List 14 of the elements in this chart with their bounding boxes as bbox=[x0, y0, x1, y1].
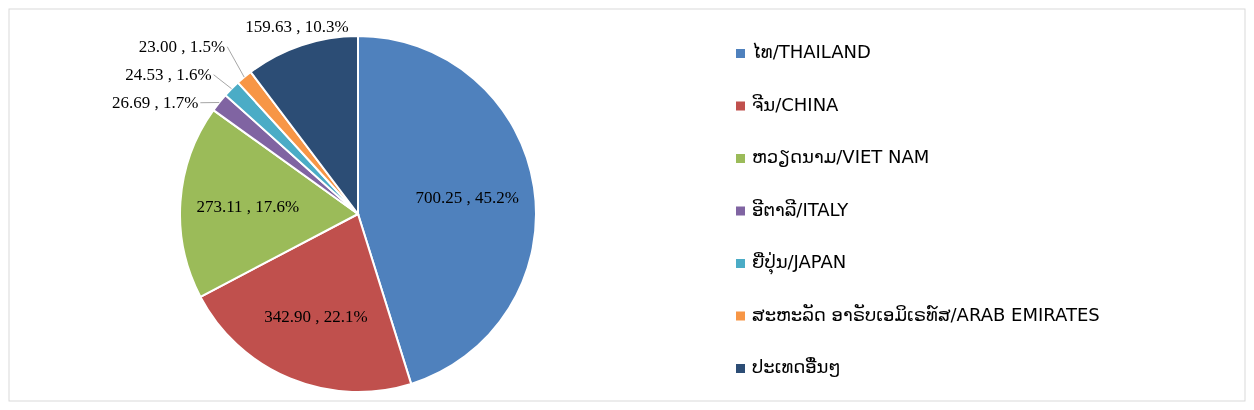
data-label: 159.63 , 10.3% bbox=[245, 16, 349, 36]
data-label: 342.90 , 22.1% bbox=[264, 307, 368, 326]
legend-label: ອີຕາລີ/ITALY bbox=[752, 198, 850, 220]
data-label: 24.53 , 1.6% bbox=[125, 64, 212, 84]
legend-label: ຫວຽດນາມ/VIET NAM bbox=[752, 146, 930, 167]
data-label: 23.00 , 1.5% bbox=[138, 36, 226, 56]
data-label: 26.69 , 1.7% bbox=[111, 92, 199, 112]
legend-label: ສະຫະລັດ ອາຣັບເອມິເຣທ໌ສ/ARAB EMIRATES bbox=[752, 303, 1100, 325]
legend-label: ໄທ/THAILAND bbox=[752, 41, 871, 62]
data-label: 700.25 , 45.2% bbox=[415, 188, 519, 208]
legend-label: ຍີ່ປຸ່ນ/JAPAN bbox=[752, 250, 847, 275]
legend-label: ຈີນ/CHINA bbox=[752, 93, 840, 115]
data-label: 273.11 , 17.6% bbox=[196, 197, 300, 217]
legend-label: ປະເທດອື່ນໆ bbox=[752, 356, 841, 377]
